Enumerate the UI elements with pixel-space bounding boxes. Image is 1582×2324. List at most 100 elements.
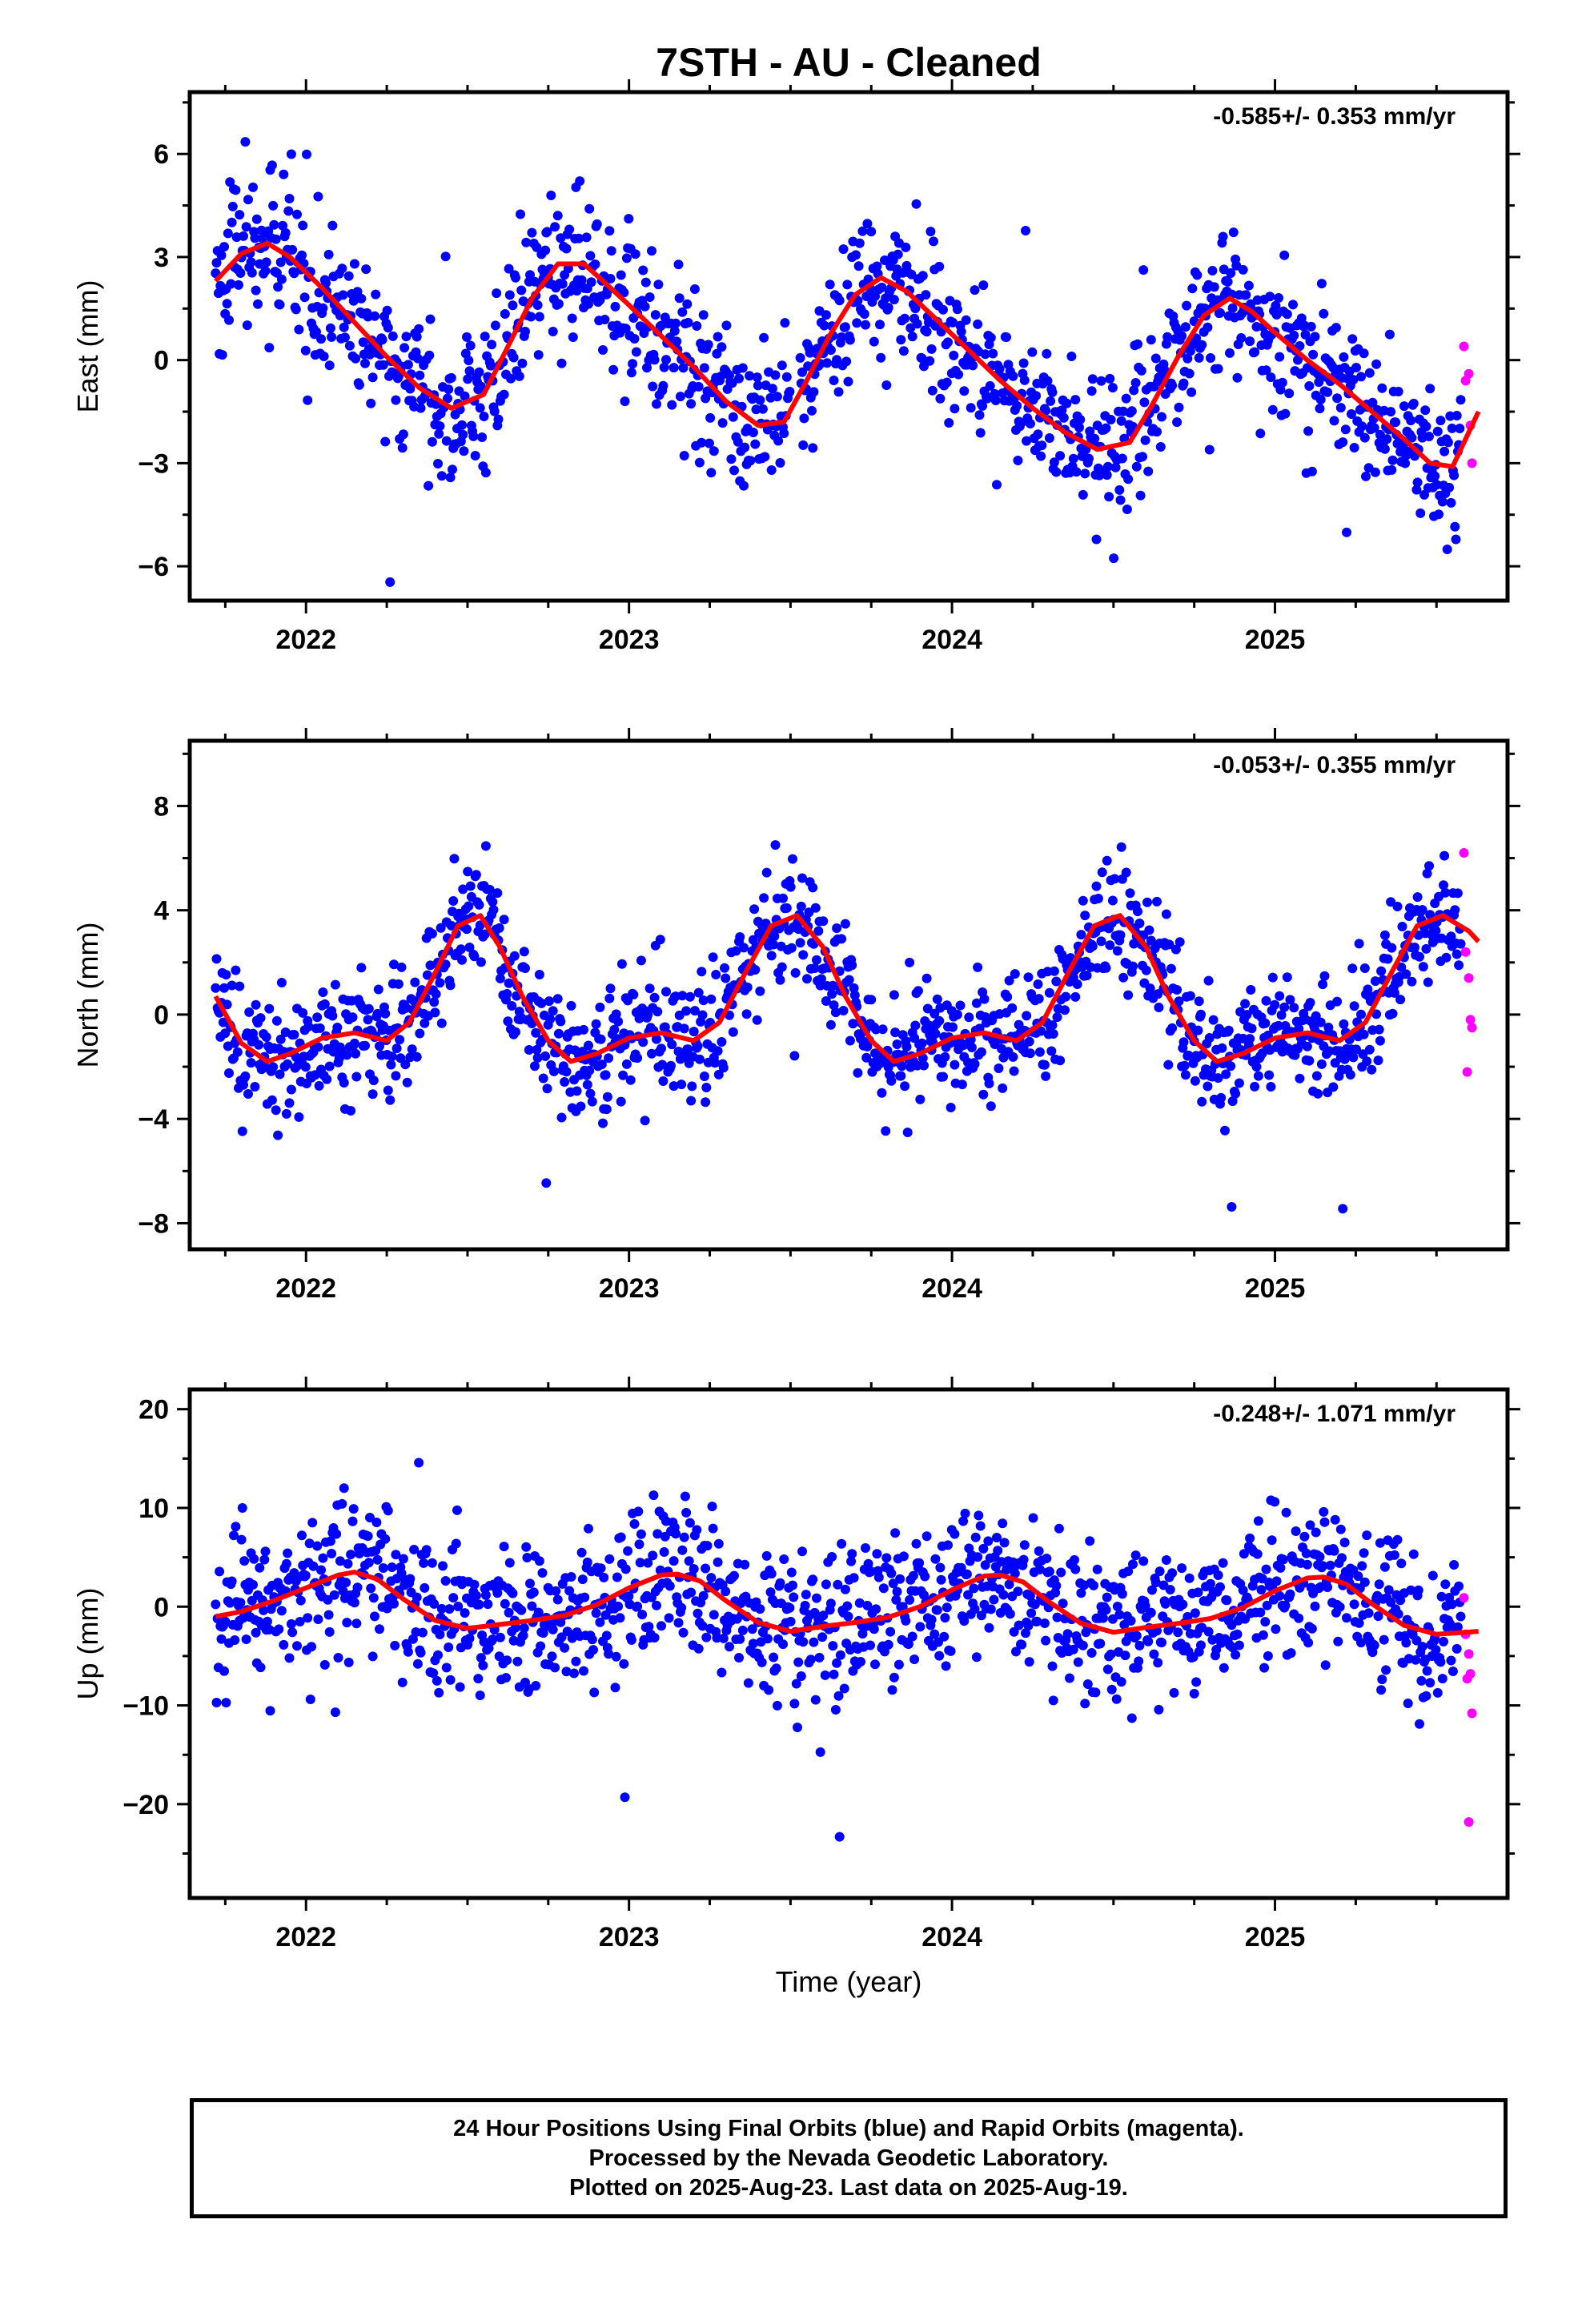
final-point xyxy=(964,1012,974,1023)
final-point xyxy=(789,1592,799,1602)
final-point xyxy=(448,1593,459,1603)
final-point xyxy=(1107,383,1118,393)
final-point xyxy=(261,1032,271,1042)
final-point xyxy=(821,310,831,320)
final-point xyxy=(834,1831,845,1842)
final-point xyxy=(448,464,457,475)
final-point xyxy=(534,312,544,322)
final-point xyxy=(509,951,520,961)
final-point xyxy=(1437,497,1447,507)
final-point xyxy=(1234,1640,1244,1651)
final-point xyxy=(1261,1564,1271,1574)
final-point xyxy=(276,274,287,284)
final-point xyxy=(1387,464,1397,475)
final-point xyxy=(349,1598,359,1608)
final-point xyxy=(1101,423,1111,433)
final-point xyxy=(1342,527,1351,537)
final-point xyxy=(604,1053,614,1063)
final-point xyxy=(959,1616,970,1626)
final-point xyxy=(841,356,852,367)
final-point xyxy=(300,1062,311,1072)
final-point xyxy=(1362,1530,1372,1541)
final-point xyxy=(1251,1062,1262,1072)
final-point xyxy=(759,893,769,903)
final-point xyxy=(1450,521,1460,532)
final-point xyxy=(1421,943,1431,954)
final-point xyxy=(1319,308,1329,319)
final-point xyxy=(872,261,882,271)
final-point xyxy=(757,1657,767,1667)
final-point xyxy=(859,309,869,320)
final-point xyxy=(911,199,921,209)
final-point xyxy=(564,1586,575,1596)
final-point xyxy=(656,1621,666,1631)
final-point xyxy=(363,1558,374,1568)
final-point xyxy=(1316,1059,1327,1069)
final-point xyxy=(412,1659,423,1669)
final-point xyxy=(919,1590,929,1600)
final-point xyxy=(1037,440,1047,451)
final-point xyxy=(1150,1578,1161,1588)
final-point xyxy=(1009,1626,1019,1637)
final-point xyxy=(237,1503,247,1513)
final-point xyxy=(561,1667,572,1677)
final-point xyxy=(1305,1520,1315,1530)
final-point xyxy=(390,1640,400,1651)
final-point xyxy=(892,1039,902,1049)
final-point xyxy=(502,1655,512,1666)
footer-line-1: 24 Hour Positions Using Final Orbits (bl… xyxy=(453,2115,1244,2141)
final-point xyxy=(395,1035,405,1045)
y-tick-label: 10 xyxy=(139,1494,169,1524)
final-point xyxy=(849,983,859,993)
final-point xyxy=(986,332,996,343)
final-point xyxy=(1061,991,1071,1002)
final-point xyxy=(1123,990,1134,1000)
final-point xyxy=(1357,1561,1367,1571)
final-point xyxy=(410,977,420,987)
final-point xyxy=(478,1660,488,1671)
final-point xyxy=(259,1605,269,1615)
final-point xyxy=(280,227,291,238)
final-point xyxy=(713,1538,724,1549)
final-point xyxy=(1180,1070,1191,1080)
final-point xyxy=(265,1706,275,1716)
final-point xyxy=(276,978,287,987)
final-point xyxy=(1416,1675,1427,1686)
final-point xyxy=(244,1007,255,1017)
final-point xyxy=(1196,1640,1206,1651)
final-point xyxy=(1384,329,1395,340)
final-point xyxy=(1347,963,1358,974)
final-point xyxy=(761,1550,772,1561)
final-point xyxy=(1379,1634,1389,1645)
final-point xyxy=(652,1007,663,1017)
final-point xyxy=(225,177,235,187)
final-point xyxy=(988,348,998,359)
final-point xyxy=(1442,545,1452,554)
final-point xyxy=(224,315,234,325)
final-point xyxy=(610,1683,620,1693)
final-point xyxy=(422,970,432,980)
final-point xyxy=(1427,1570,1438,1581)
final-point xyxy=(1339,1019,1349,1029)
final-point xyxy=(1351,363,1361,372)
final-point xyxy=(1226,1061,1236,1072)
final-point xyxy=(1339,1538,1350,1548)
final-point xyxy=(1203,1081,1213,1092)
final-point xyxy=(1194,996,1204,1007)
final-point xyxy=(661,987,671,997)
final-point xyxy=(620,396,630,407)
final-point xyxy=(1373,1611,1383,1622)
final-point xyxy=(898,346,909,356)
final-point xyxy=(453,1602,464,1611)
final-point xyxy=(1218,231,1228,242)
final-point xyxy=(938,304,948,315)
x-tick-label: 2024 xyxy=(921,1273,982,1304)
final-point xyxy=(717,418,728,428)
final-point xyxy=(616,1096,626,1107)
final-point xyxy=(553,299,564,309)
final-point xyxy=(1146,1607,1156,1618)
final-point xyxy=(704,438,714,448)
final-point xyxy=(713,1557,723,1567)
final-point xyxy=(891,1594,901,1605)
